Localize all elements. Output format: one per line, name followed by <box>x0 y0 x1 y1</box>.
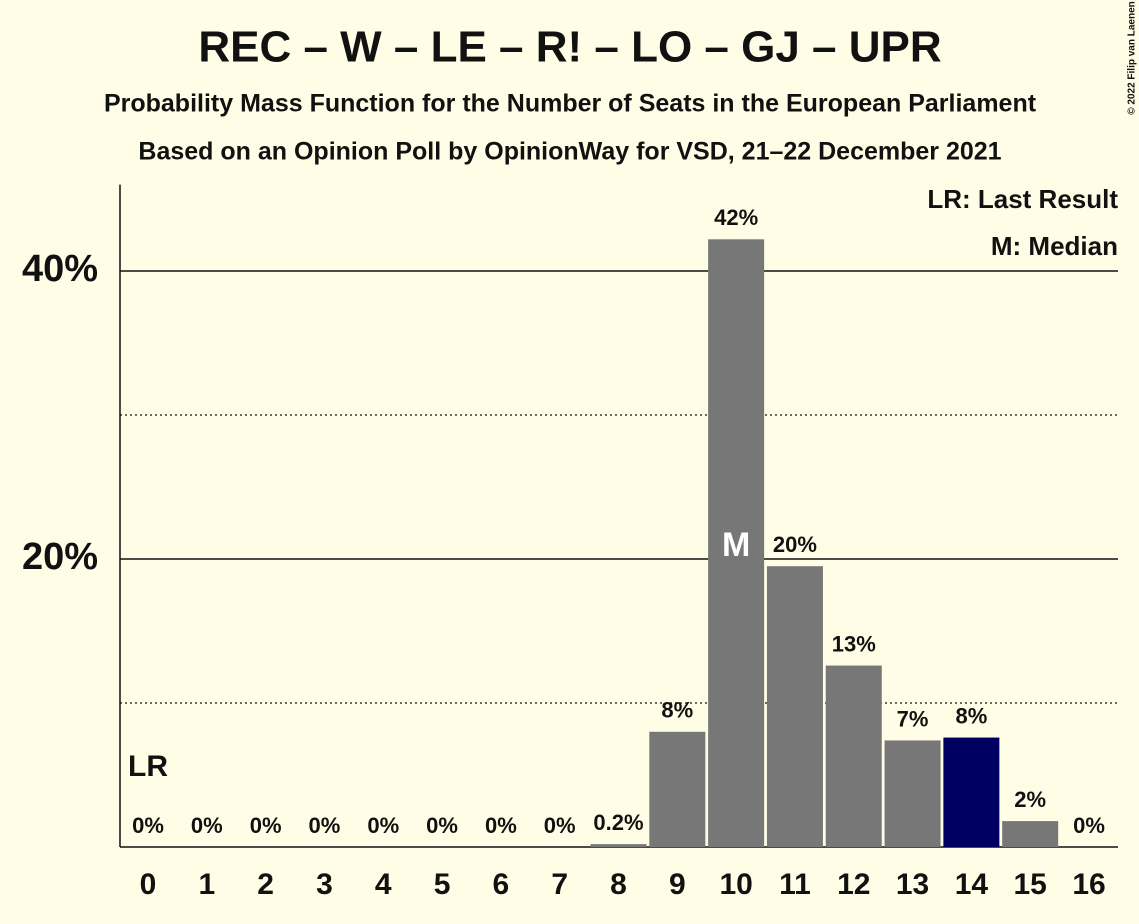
bar <box>590 844 647 847</box>
x-tick-label: 7 <box>551 868 568 901</box>
x-tick-label: 5 <box>434 868 451 901</box>
bar <box>1002 821 1059 847</box>
legend-entry: M: Median <box>991 231 1118 261</box>
x-tick-label: 8 <box>610 868 627 901</box>
x-tick-label: 9 <box>669 868 686 901</box>
chart-subtitle: Based on an Opinion Poll by OpinionWay f… <box>138 138 1001 166</box>
value-label: 0% <box>426 813 458 838</box>
x-tick-label: 10 <box>719 868 752 901</box>
x-tick-label: 15 <box>1014 868 1047 901</box>
value-label: 8% <box>661 698 693 723</box>
chart-title: REC – W – LE – R! – LO – GJ – UPR <box>198 23 941 72</box>
value-label: 8% <box>955 703 987 728</box>
x-tick-label: 2 <box>257 868 274 901</box>
x-tick-label: 11 <box>779 868 811 901</box>
value-label: 0% <box>367 813 399 838</box>
x-tick-label: 14 <box>955 868 989 901</box>
value-label: 0% <box>309 813 341 838</box>
x-tick-label: 4 <box>375 868 392 901</box>
x-tick-label: 13 <box>896 868 929 901</box>
x-tick-label: 6 <box>493 868 510 901</box>
bar <box>708 239 765 847</box>
x-tick-label: 3 <box>316 868 333 901</box>
x-tick-label: 16 <box>1072 868 1105 901</box>
x-tick-label: 12 <box>837 868 870 901</box>
value-label: 0% <box>544 813 576 838</box>
bar <box>766 566 823 847</box>
x-tick-label: 1 <box>198 868 215 901</box>
chart-subtitle: Probability Mass Function for the Number… <box>104 90 1037 118</box>
median-marker: M <box>722 526 750 564</box>
bar <box>943 737 1000 847</box>
bar <box>825 665 882 847</box>
value-label: 42% <box>714 205 758 230</box>
value-label: 7% <box>897 706 929 731</box>
value-label: 0% <box>250 813 282 838</box>
last-result-marker: LR <box>128 750 168 783</box>
value-label: 0% <box>191 813 223 838</box>
value-label: 20% <box>773 532 817 557</box>
value-label: 2% <box>1014 787 1046 812</box>
bar <box>649 731 706 847</box>
credit: © 2022 Filip van Laenen <box>1127 1 1138 115</box>
value-label: 0% <box>1073 813 1105 838</box>
legend-entry: LR: Last Result <box>927 184 1118 214</box>
value-label: 13% <box>832 631 876 656</box>
y-tick-label: 40% <box>22 248 98 290</box>
y-tick-label: 20% <box>22 536 98 578</box>
value-label: 0% <box>132 813 164 838</box>
value-label: 0.2% <box>593 810 643 835</box>
bar <box>884 740 941 847</box>
x-tick-label: 0 <box>140 868 157 901</box>
value-label: 0% <box>485 813 517 838</box>
